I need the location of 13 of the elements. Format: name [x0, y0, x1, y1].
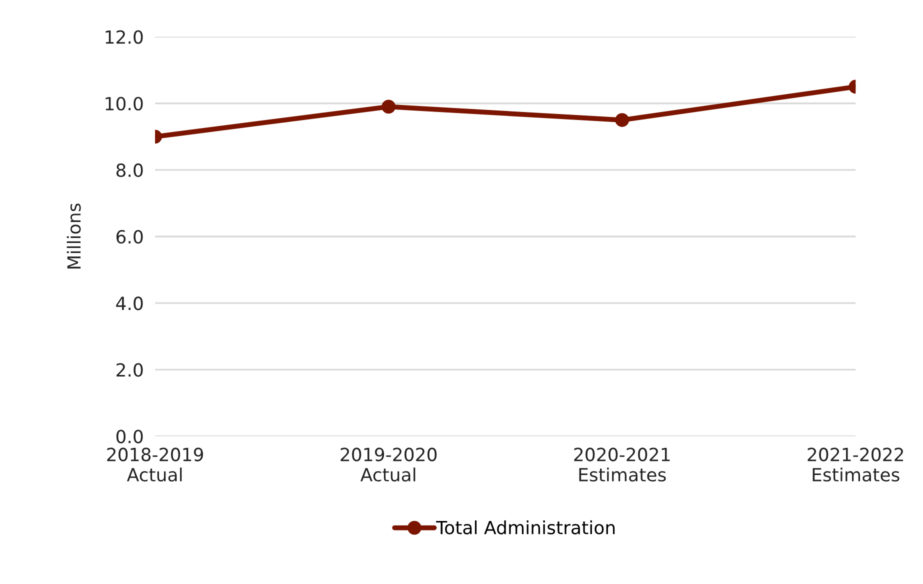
x-tick-label: 2018-2019 Actual	[107, 448, 203, 482]
y-tick-label: 10.0	[106, 96, 143, 110]
x-tick-label: 2021-2022 Estimates	[808, 448, 904, 482]
legend-label: Total Administration	[436, 520, 615, 534]
x-tick-label: 2019-2020 Actual	[340, 448, 437, 482]
y-tick-label: 0.0	[116, 430, 143, 444]
y-tick-label: 6.0	[116, 230, 143, 244]
y-tick-label: 2.0	[116, 363, 143, 377]
x-tick-label: 2020-2021 Estimates	[574, 448, 670, 482]
y-tick-label: 4.0	[116, 296, 143, 310]
y-tick-label: 8.0	[116, 163, 143, 178]
y-axis-title: Millions	[66, 204, 81, 269]
y-tick-label: 12.0	[106, 30, 143, 44]
